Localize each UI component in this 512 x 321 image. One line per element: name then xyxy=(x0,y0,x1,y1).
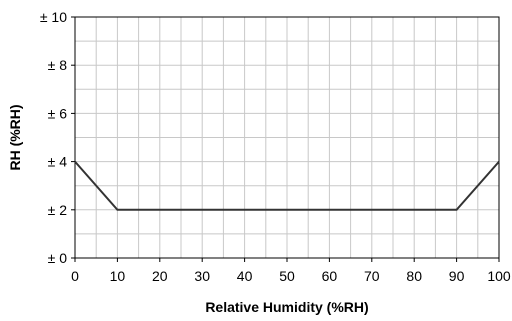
y-tick-label: ± 2 xyxy=(48,202,68,218)
x-axis-ticks: 0 10 20 30 40 50 60 70 80 90 100 xyxy=(71,258,511,284)
y-tick-label: ± 8 xyxy=(48,57,68,73)
x-tick-label: 80 xyxy=(406,268,422,284)
x-tick-label: 90 xyxy=(449,268,465,284)
x-tick-label: 40 xyxy=(237,268,253,284)
x-tick-label: 70 xyxy=(364,268,380,284)
y-axis-title: RH (%RH) xyxy=(7,104,23,170)
x-tick-label: 30 xyxy=(194,268,210,284)
x-tick-label: 10 xyxy=(110,268,126,284)
x-axis-title: Relative Humidity (%RH) xyxy=(205,299,368,315)
y-tick-label: ± 10 xyxy=(40,9,67,25)
x-tick-label: 0 xyxy=(71,268,79,284)
chart-grid xyxy=(75,17,499,258)
y-axis-ticks: ± 0 ± 2 ± 4 ± 6 ± 8 ± 10 xyxy=(40,9,75,266)
x-tick-label: 60 xyxy=(322,268,338,284)
y-tick-label: ± 0 xyxy=(48,250,68,266)
x-tick-label: 100 xyxy=(487,268,511,284)
y-tick-label: ± 6 xyxy=(48,105,68,121)
y-tick-label: ± 4 xyxy=(48,154,68,170)
series-layer xyxy=(74,160,500,211)
series-line xyxy=(74,160,500,211)
x-tick-label: 50 xyxy=(279,268,295,284)
x-tick-label: 20 xyxy=(152,268,168,284)
